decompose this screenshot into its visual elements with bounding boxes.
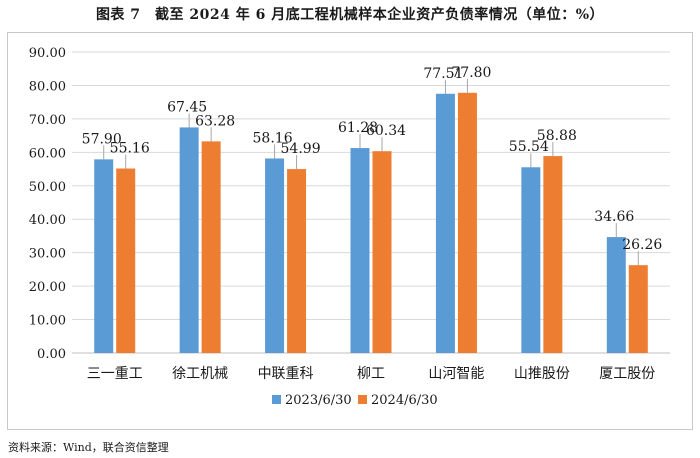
bar-series-2 [287,169,307,353]
x-tick-label: 厦工股份 [599,366,655,382]
source-note: 资料来源：Wind，联合资信整理 [8,441,169,454]
legend-swatch [272,395,281,404]
legend-label: 2024/6/30 [371,393,438,408]
bar-series-2 [543,156,563,353]
x-tick-label: 三一重工 [87,366,143,382]
bar-series-1 [606,237,626,353]
y-tick-label: 60.00 [29,146,66,161]
y-tick-label: 70.00 [29,113,66,128]
y-tick-label: 20.00 [29,280,66,295]
bar-series-1 [350,148,370,353]
x-tick-label: 中联重科 [258,366,314,382]
x-tick-label: 柳工 [357,365,385,382]
data-label: 26.26 [622,237,662,253]
bar-series-1 [179,127,199,353]
y-tick-label: 0.00 [37,347,66,362]
bar-series-2 [201,141,221,353]
y-tick-label: 50.00 [29,180,66,195]
chart-frame [7,32,693,430]
data-label: 58.88 [537,128,577,144]
bar-series-1 [521,167,541,353]
data-label: 63.28 [195,113,235,129]
data-label: 77.80 [451,65,491,81]
y-tick-label: 10.00 [29,314,66,329]
data-label: 57.90 [82,131,122,147]
data-label: 55.16 [110,141,150,157]
data-label: 55.54 [509,139,549,155]
figure-title: 图表 7 截至 2024 年 6 月底工程机械样本企业资产负债率情况（单位：%） [95,7,605,23]
bar-series-2 [628,265,648,353]
bar-series-2 [116,168,136,353]
data-label: 61.28 [338,120,378,136]
x-tick-label: 徐工机械 [172,366,228,382]
bar-series-2 [457,92,477,354]
x-tick-label: 山推股份 [514,366,570,382]
y-tick-label: 90.00 [29,46,66,61]
legend-swatch [358,395,367,404]
x-tick-label: 山河智能 [428,366,484,382]
data-label: 77.51 [423,66,463,82]
bar-series-2 [372,151,392,353]
data-label: 67.45 [167,99,207,115]
y-tick-label: 80.00 [29,79,66,94]
bar-series-1 [94,159,114,353]
legend-label: 2023/6/30 [285,393,352,408]
data-label: 34.66 [594,209,634,225]
data-label: 60.34 [366,123,406,139]
bar-series-1 [435,93,455,354]
data-label: 58.16 [253,130,293,146]
bar-series-1 [265,158,285,353]
y-tick-label: 40.00 [29,213,66,228]
y-tick-label: 30.00 [29,247,66,262]
data-label: 54.99 [281,141,321,157]
